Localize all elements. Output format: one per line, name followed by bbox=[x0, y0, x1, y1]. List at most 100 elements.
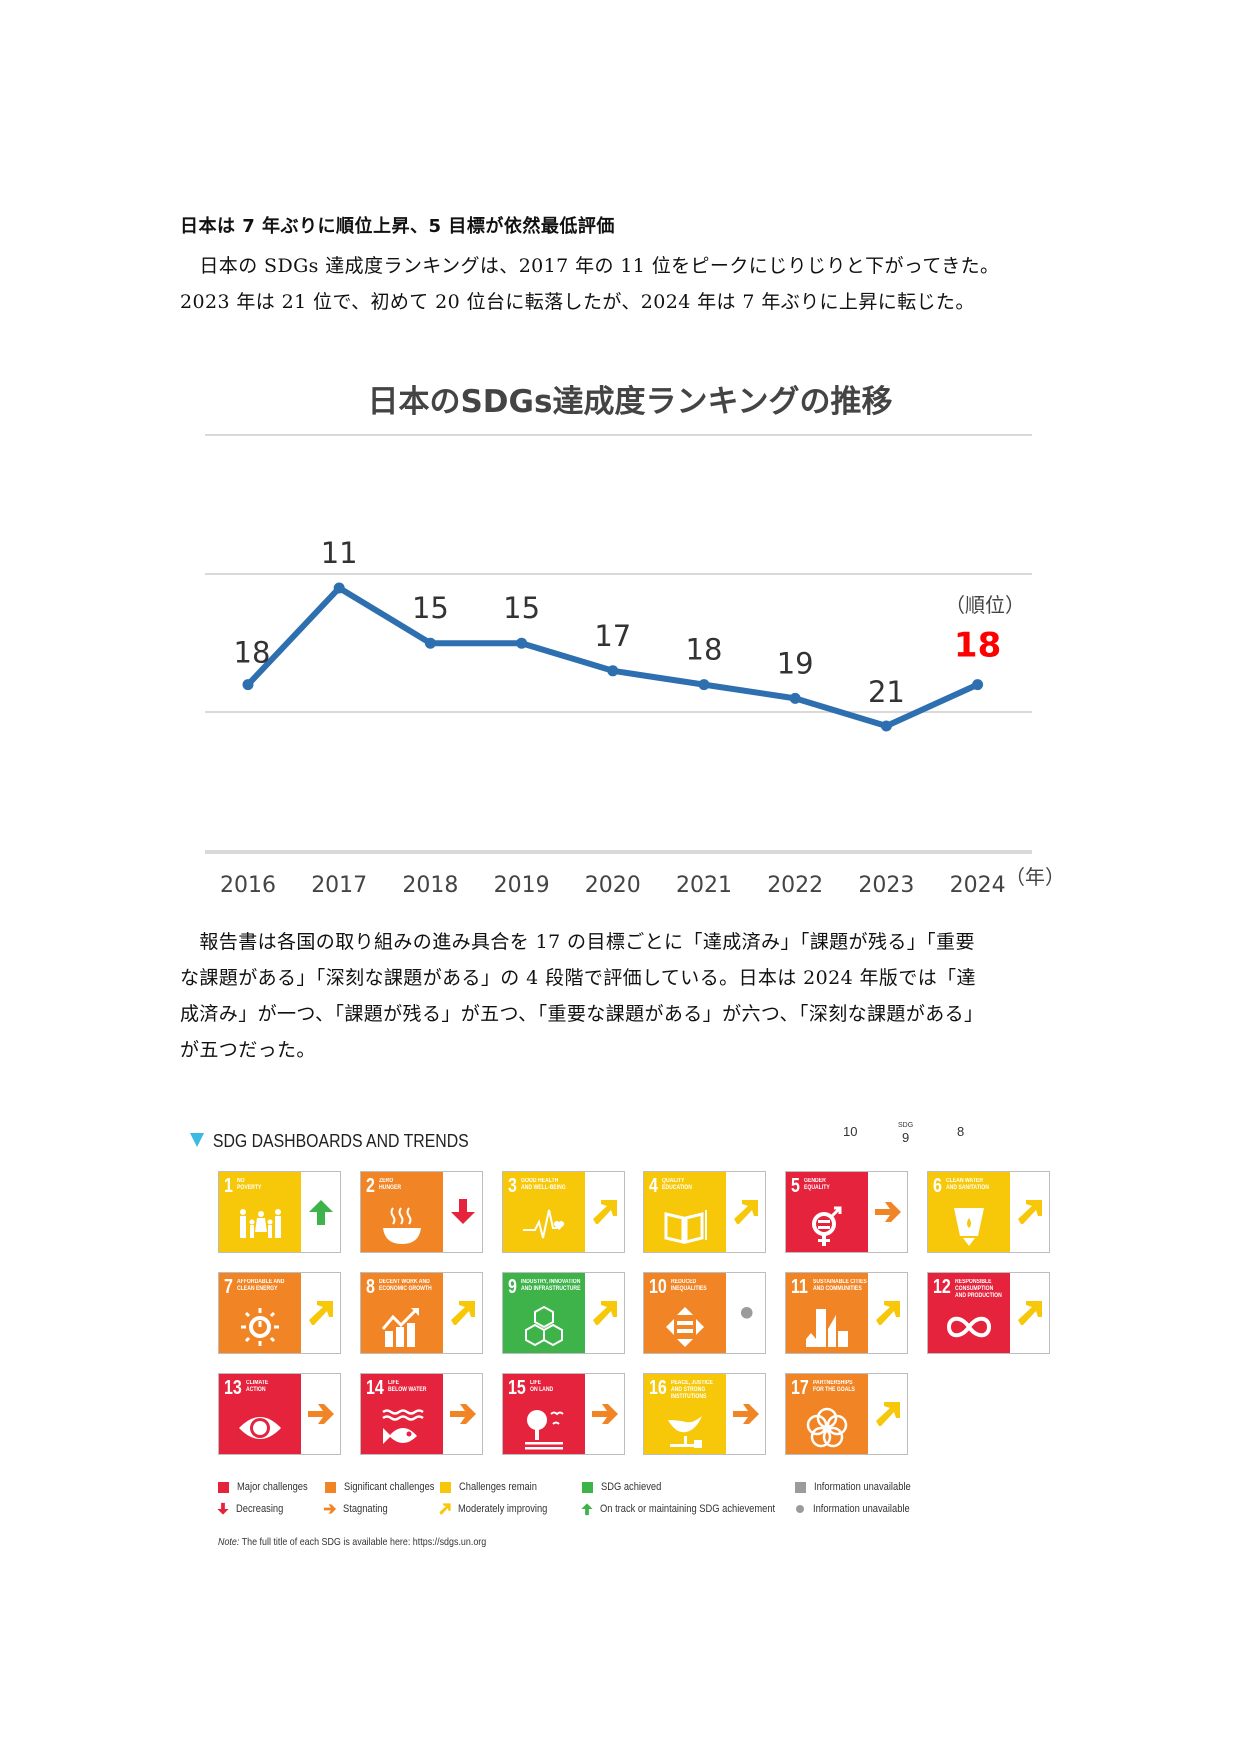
legend-status-item: Significant challenges bbox=[325, 1481, 450, 1493]
data-point bbox=[789, 692, 801, 704]
sdg-goal-number: 17 bbox=[791, 1377, 809, 1399]
sdg-goal-badge: 14 LIFE BELOW WATER bbox=[360, 1374, 443, 1454]
sdg-goal-badge: 8 DECENT WORK AND ECONOMIC GROWTH bbox=[360, 1273, 443, 1353]
note-label: Note: bbox=[218, 1536, 240, 1548]
sdg-goal-badge: 13 CLIMATE ACTION bbox=[219, 1374, 301, 1454]
legend-swatch-icon bbox=[325, 1481, 336, 1493]
sdg-goal-number: 12 bbox=[933, 1276, 951, 1298]
sdg-goal-number: 15 bbox=[507, 1377, 526, 1399]
data-point bbox=[424, 637, 436, 649]
legend-trend-item: Moderately improving bbox=[438, 1502, 563, 1516]
arrow-up-icon bbox=[581, 1503, 593, 1516]
sdg-goal-name: REDUCED INEQUALITIES bbox=[671, 1279, 708, 1292]
data-label: 18 bbox=[954, 626, 1001, 666]
buildings-icon bbox=[806, 1309, 849, 1347]
arrow-diagonal-up-icon bbox=[592, 1200, 617, 1224]
sdg-goal-name: LIFE ON LAND bbox=[529, 1380, 553, 1393]
grey-dot-icon bbox=[740, 1307, 753, 1319]
arrow-diagonal-up-icon bbox=[876, 1402, 901, 1426]
sdg-goal-name: GOOD HEALTH AND WELL-BEING bbox=[520, 1178, 566, 1191]
sdg-trend-indicator bbox=[726, 1172, 766, 1252]
sdg-trend-indicator bbox=[301, 1273, 341, 1353]
sdg-goal-badge: 6 CLEAN WATER AND SANITATION bbox=[928, 1172, 1010, 1252]
y-unit-label: （順位） bbox=[945, 593, 1025, 617]
x-tick-label: 2018 bbox=[402, 873, 458, 898]
data-label: 17 bbox=[594, 619, 631, 653]
sdg-goal-number: 16 bbox=[649, 1377, 668, 1399]
legend-status-item: Major challenges bbox=[218, 1481, 320, 1493]
sdg-goal-number: 6 bbox=[933, 1175, 942, 1197]
x-tick-label: 2024 bbox=[950, 873, 1006, 898]
cubes-icon bbox=[524, 1305, 563, 1347]
sdg-trend-indicator bbox=[868, 1374, 908, 1454]
legend-label: Challenges remain bbox=[459, 1481, 537, 1493]
sdg-goal-badge: 3 GOOD HEALTH AND WELL-BEING bbox=[502, 1172, 585, 1252]
data-label: 15 bbox=[412, 591, 449, 625]
legend-swatch-icon bbox=[582, 1481, 593, 1493]
sdg-goal-name: GENDER EQUALITY bbox=[804, 1178, 830, 1191]
x-tick-label: 2022 bbox=[767, 873, 823, 898]
x-tick-label: 2017 bbox=[311, 873, 367, 898]
legend-status-item: Information unavailable bbox=[795, 1481, 928, 1493]
sdg-trend-indicator bbox=[585, 1273, 625, 1353]
arrow-diagonal-up-icon bbox=[1018, 1301, 1042, 1325]
sdg-goal-name: QUALITY EDUCATION bbox=[662, 1178, 693, 1191]
data-point bbox=[516, 637, 528, 649]
ranking-line-chart: 日本のSDGs達成度ランキングの推移 18 11 15 15 17 18 19 21 18 20… bbox=[205, 384, 1065, 898]
arrow-right-icon bbox=[875, 1202, 902, 1222]
hint-center-small: SDG bbox=[898, 1122, 914, 1129]
arrow-diagonal-up-icon bbox=[1018, 1200, 1042, 1224]
legend-label: Major challenges bbox=[237, 1481, 308, 1493]
sdg-tile-12: 12 RESPONSIBLE CONSUMPTION AND PRODUCTION bbox=[927, 1272, 1050, 1354]
sdg-goal-badge: 9 INDUSTRY, INNOVATION AND INFRASTRUCTURE bbox=[502, 1273, 585, 1353]
x-tick-label: 2019 bbox=[494, 873, 550, 898]
hint-left: 10 bbox=[843, 1124, 858, 1139]
sdg-goal-name: PARTNERSHIPS FOR THE GOALS bbox=[813, 1380, 856, 1393]
sdg-goal-name: CLIMATE ACTION bbox=[246, 1380, 269, 1393]
sdg-tile-4: 4 QUALITY EDUCATION bbox=[643, 1171, 767, 1253]
data-label: 18 bbox=[234, 636, 271, 670]
data-label: 19 bbox=[777, 646, 814, 680]
sdg-tile-14: 14 LIFE BELOW WATER bbox=[359, 1373, 483, 1455]
sdg-goal-name: SUSTAINABLE CITIES AND COMMUNITIES bbox=[813, 1279, 867, 1292]
book-icon bbox=[664, 1210, 708, 1244]
legend-trend-item: On track or maintaining SDG achievement bbox=[580, 1502, 806, 1516]
sdg-tile-2: 2 ZERO HUNGER bbox=[359, 1171, 483, 1253]
legend-status-item: Challenges remain bbox=[440, 1481, 551, 1493]
legend-label: Decreasing bbox=[236, 1503, 284, 1515]
sdg-tile-6: 6 CLEAN WATER AND SANITATION bbox=[927, 1171, 1050, 1253]
sdg-trend-indicator bbox=[443, 1374, 483, 1454]
sdg-tile-11: 11 SUSTAINABLE CITIES AND COMMUNITIES bbox=[785, 1272, 909, 1354]
sdg-goal-number: 13 bbox=[224, 1377, 242, 1399]
arrow-right-icon bbox=[733, 1404, 760, 1424]
grey-dot-icon bbox=[796, 1505, 804, 1513]
note-text: The full title of each SDG is available … bbox=[239, 1536, 487, 1548]
sdg-trend-indicator bbox=[301, 1172, 341, 1252]
sdg-goal-number: 8 bbox=[365, 1276, 375, 1298]
sdg-goal-badge: 12 RESPONSIBLE CONSUMPTION AND PRODUCTION bbox=[928, 1273, 1010, 1353]
sdg-goal-badge: 7 AFFORDABLE AND CLEAN ENERGY bbox=[219, 1273, 301, 1353]
data-point bbox=[607, 665, 619, 677]
sdg-trend-indicator bbox=[443, 1273, 483, 1353]
chart-x-ticks: 2016 2017 2018 2019 2020 2021 2022 2023 2024 bbox=[220, 873, 1006, 898]
sdg-tile-5: 5 GENDER EQUALITY bbox=[785, 1171, 909, 1253]
sdg-goal-badge: 5 GENDER EQUALITY bbox=[786, 1172, 869, 1252]
arrow-down-icon bbox=[450, 1199, 475, 1224]
sdg-tile-15: 15 LIFE ON LAND bbox=[501, 1373, 625, 1455]
sdg-goal-badge: 17 PARTNERSHIPS FOR THE GOALS bbox=[786, 1374, 869, 1454]
sdg-goal-name: CLEAN WATER AND SANITATION bbox=[946, 1178, 989, 1191]
legend-label: Significant challenges bbox=[344, 1481, 435, 1493]
sdg-trend-indicator bbox=[585, 1172, 625, 1252]
sdg-tile-13: 13 CLIMATE ACTION bbox=[218, 1373, 341, 1455]
sdg-trend-indicator bbox=[726, 1273, 766, 1353]
data-point bbox=[698, 679, 710, 691]
sdg-goal-badge: 16 PEACE, JUSTICE AND STRONG INSTITUTIONS bbox=[644, 1374, 727, 1454]
paragraph-line: 2023 年は 21 位で、初めて 20 位台に転落したが、2024 年は 7 … bbox=[180, 291, 975, 313]
data-point bbox=[972, 679, 984, 691]
arrow-right-icon bbox=[308, 1404, 334, 1424]
sdg-trend-indicator bbox=[1010, 1273, 1050, 1353]
legend-label: Stagnating bbox=[343, 1503, 388, 1515]
legend-label: Information unavailable bbox=[813, 1503, 910, 1515]
legend-label: SDG achieved bbox=[601, 1481, 662, 1493]
tree-icon bbox=[524, 1410, 564, 1450]
